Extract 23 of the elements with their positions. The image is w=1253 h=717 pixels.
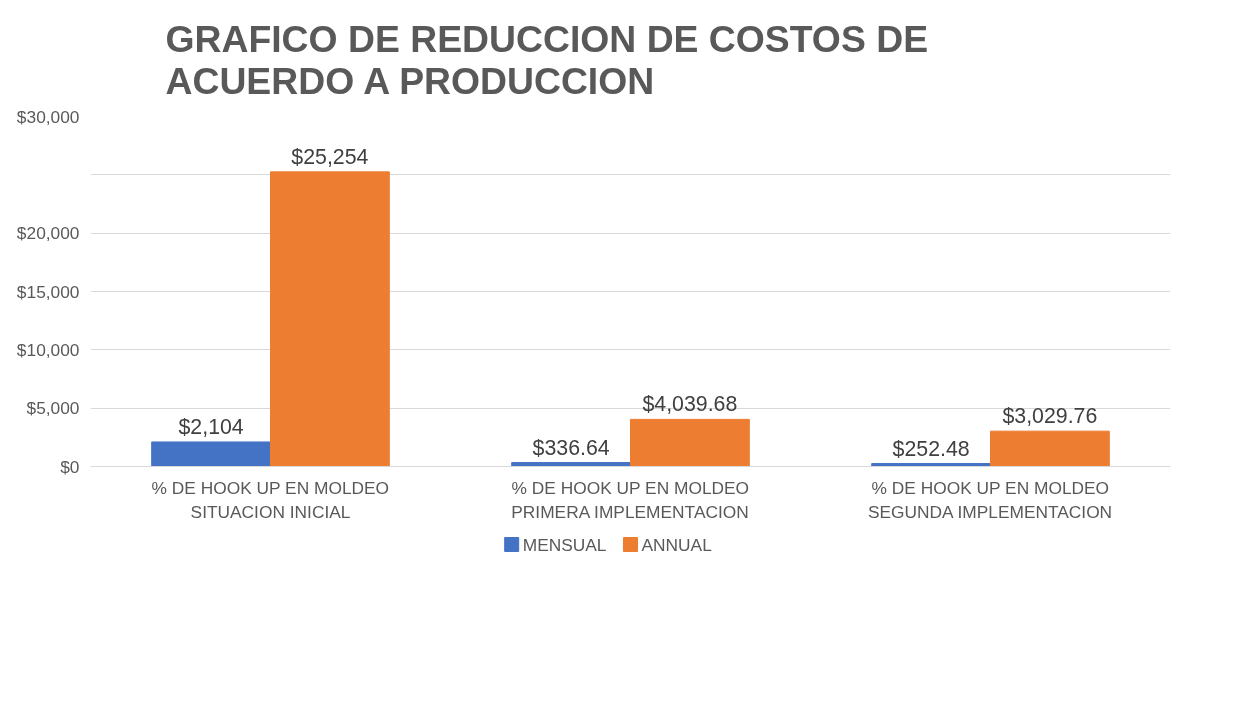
- y-tick-label: $30,000: [16, 106, 80, 127]
- bar: [511, 462, 631, 467]
- y-tick-label: $20,000: [16, 223, 80, 244]
- x-tick-label: % DE HOOK UP EN MOLDEO SEGUNDA IMPLEMENTACION: [867, 477, 1113, 522]
- bar: [151, 441, 271, 467]
- data-label: $252.48: [892, 436, 970, 461]
- legend-label: ANNUAL: [641, 534, 713, 555]
- x-tick-label: % DE HOOK UP EN MOLDEO PRIMERA IMPLEMENTACION: [511, 477, 750, 522]
- data-label: $2,104: [178, 414, 244, 439]
- chart-title: GRAFICO DE REDUCCION DE COSTOS DE ACUERDO A PRODUCCION: [165, 17, 929, 102]
- y-tick-label: $15,000: [16, 281, 80, 302]
- y-tick-label: $10,000: [16, 339, 80, 360]
- data-label: $336.64: [532, 435, 610, 460]
- bar: [630, 418, 750, 467]
- data-label: $3,029.76: [1002, 404, 1098, 429]
- y-tick-label: $0: [60, 456, 80, 477]
- bar: [270, 171, 390, 467]
- y-tick-label: $5,000: [26, 398, 80, 419]
- data-label: $4,039.68: [642, 392, 738, 417]
- x-tick-label: % DE HOOK UP EN MOLDEO SITUACION INICIAL: [151, 477, 390, 522]
- data-label: $25,254: [291, 144, 369, 169]
- bar: [990, 430, 1110, 467]
- legend-label: MENSUAL: [522, 534, 607, 555]
